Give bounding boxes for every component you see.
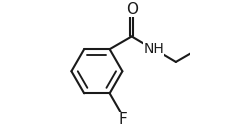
Text: NH: NH — [144, 42, 164, 56]
Text: O: O — [126, 2, 138, 17]
Text: F: F — [118, 112, 127, 128]
